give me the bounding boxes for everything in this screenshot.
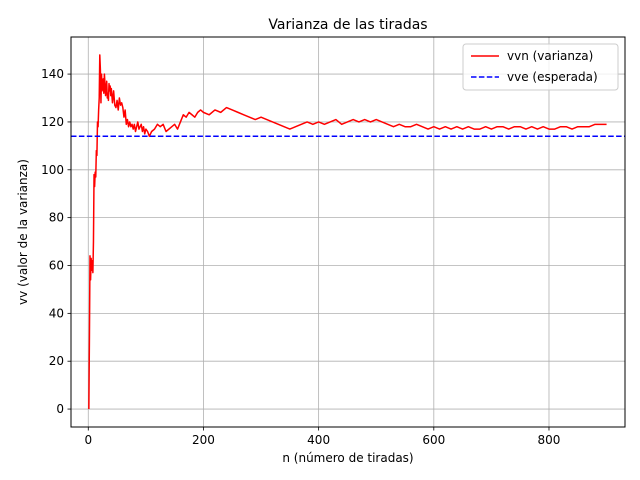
y-tick-label: 120 xyxy=(41,115,64,129)
axes-frame xyxy=(70,36,626,428)
y-tick-label: 140 xyxy=(41,67,64,81)
x-tick-label: 400 xyxy=(307,433,330,447)
y-tick-label: 40 xyxy=(49,306,64,320)
y-tick-label: 60 xyxy=(49,258,64,272)
x-axis-label: n (número de tiradas) xyxy=(282,451,413,465)
y-tick-label: 20 xyxy=(49,354,64,368)
plot-area xyxy=(71,54,625,410)
x-tick-label: 800 xyxy=(538,433,561,447)
y-tick-label: 100 xyxy=(41,163,64,177)
y-tick-label: 80 xyxy=(49,211,64,225)
legend-label-varianza: vvn (varianza) xyxy=(507,49,593,63)
series-line-varianza xyxy=(88,54,607,410)
x-tick-label: 200 xyxy=(192,433,215,447)
x-tick-label: 600 xyxy=(422,433,445,447)
grid-lines xyxy=(71,37,625,427)
legend: vvn (varianza) vve (esperada) xyxy=(462,43,619,91)
y-tick-label: 0 xyxy=(56,402,64,416)
chart-title: Varianza de las tiradas xyxy=(268,17,427,33)
y-axis-label: vv (valor de la varianza) xyxy=(16,159,30,305)
legend-box xyxy=(462,43,619,91)
legend-label-esperada: vve (esperada) xyxy=(507,70,598,84)
x-tick-label: 0 xyxy=(84,433,92,447)
axis-ticks: 0 200 400 600 800 0 20 40 60 80 100 120 140 xyxy=(41,67,560,447)
